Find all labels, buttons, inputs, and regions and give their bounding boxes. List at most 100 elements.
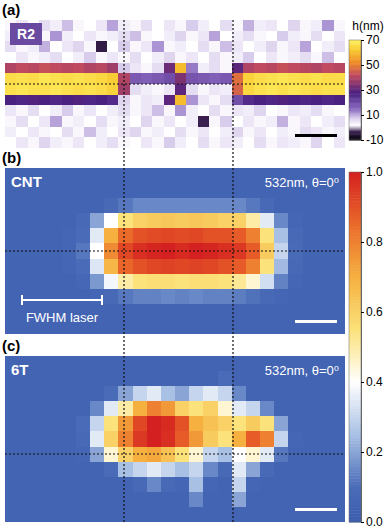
heatmap-cell [141,84,153,95]
heatmap-cell [303,289,318,305]
heatmap-cell [232,386,247,402]
heatmap-cell [243,95,255,106]
heatmap-cell [288,228,303,244]
heatmap-cell [76,168,91,184]
colorbar-tick: 50 [361,58,380,72]
colorbar-step [349,233,361,236]
colorbar-tick-label: 0.0 [366,515,383,529]
heatmap-cell [147,274,162,290]
heatmap-cell [175,41,187,52]
colorbar-step [349,455,361,458]
heatmap-cell [243,73,255,84]
heatmap-cell [133,492,148,508]
heatmap-cell [107,31,119,42]
heatmap-cell [203,274,218,290]
heatmap-cell [84,84,96,95]
heatmap-cell [5,52,17,63]
colorbar-step [349,123,361,124]
colorbar-step [349,118,361,119]
heatmap-cell [62,20,74,31]
heatmap-cell [288,274,303,290]
heatmap-cell [96,63,108,74]
heatmap-cell [232,274,247,290]
heatmap-cell [232,198,247,214]
heatmap-cell [331,386,345,402]
heatmap-cell [104,371,119,387]
heatmap-cell [288,116,300,127]
heatmap-cell [274,431,289,447]
colorbar-step [349,405,361,408]
colorbar-tick-label: 30 [366,83,380,97]
colorbar-step [349,181,361,184]
heatmap-cell [76,431,91,447]
heatmap-cell [232,507,247,522]
colorbar-step [349,262,361,265]
heatmap-cell [161,416,176,432]
heatmap-cell [198,127,210,138]
colorbar-step [349,71,361,72]
heatmap-cell [218,228,233,244]
heatmap-cell [311,137,323,148]
heatmap-cell [175,401,190,417]
heatmap-cell [90,507,105,522]
heatmap-cell [147,416,162,432]
heatmap-cell [189,431,204,447]
heatmap-cell [118,431,133,447]
heatmap-cell [96,52,108,63]
heatmap-cell [33,259,48,275]
heatmap-cell [246,431,261,447]
heatmap-cell [39,95,51,106]
heatmap-cell [48,492,63,508]
colorbar-step [349,195,361,198]
heatmap-cell [260,319,275,334]
heatmap-cell [288,401,303,417]
heatmap-cell [76,228,91,244]
colorbar-step [349,115,361,116]
colorbar-step [349,461,361,464]
heatmap-cell [118,356,133,372]
colorbar-step [349,105,361,106]
heatmap-cell [96,84,108,95]
heatmap-cell [317,304,332,320]
heatmap-cell [232,431,247,447]
heatmap-cell [73,41,85,52]
colorbar-step [349,98,361,99]
heatmap-cell [260,274,275,290]
colorbar-tick-mark [361,522,364,523]
heatmap-cell [62,63,74,74]
heatmap-cell [39,105,51,116]
fwhm-line [22,299,102,301]
heatmap-cell [107,20,119,31]
heatmap-cell [133,198,148,214]
heatmap-cell [5,431,20,447]
heatmap-cell [33,274,48,290]
heatmap-cell [189,477,204,493]
heatmap-cell [19,198,34,214]
heatmap-cell [96,20,108,31]
heatmap-cell [147,492,162,508]
colorbar-tick-label: 1.0 [366,165,383,179]
heatmap-cell [203,431,218,447]
heatmap-cell [186,95,198,106]
heatmap-cell [62,274,77,290]
heatmap-cell [118,213,133,229]
heatmap-cell [189,386,204,402]
heatmap-cell [147,228,162,244]
colorbar-step [349,472,361,475]
heatmap-cell [130,116,142,127]
heatmap-cell [317,198,332,214]
heatmap-cell [175,127,187,138]
heatmap-cell [334,84,345,95]
heatmap-cell [104,319,119,334]
colorbar-step [349,423,361,426]
colorbar-step [349,192,361,195]
colorbar-step [349,103,361,104]
heatmap-cell [220,52,232,63]
heatmap-cell [246,228,261,244]
heatmap-cell [147,168,162,184]
colorbar-step [349,117,361,118]
heatmap-cell [118,137,130,148]
colorbar-step [349,402,361,405]
colorbar-step [349,98,361,99]
heatmap-cell [189,274,204,290]
